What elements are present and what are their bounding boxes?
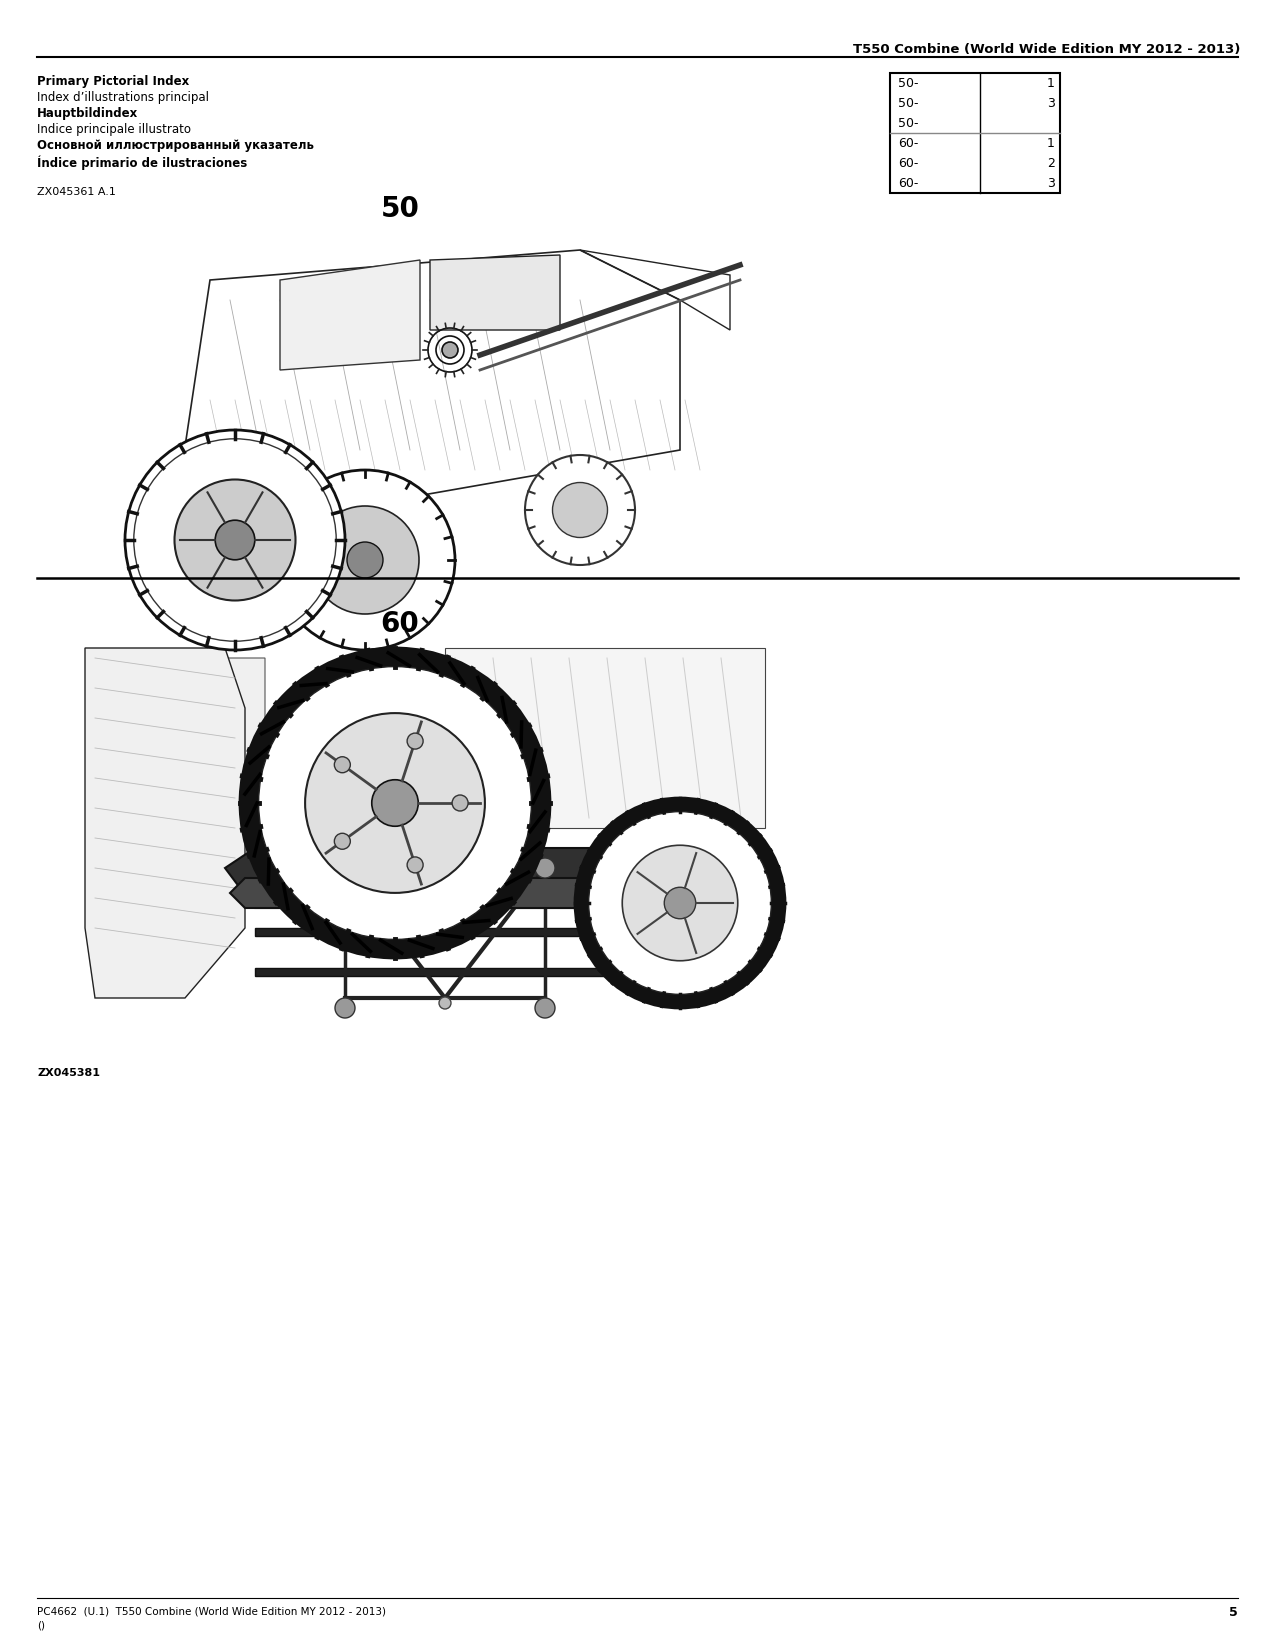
Text: 50-: 50- xyxy=(898,78,918,91)
Text: T550 Combine (World Wide Edition MY 2012 - 2013): T550 Combine (World Wide Edition MY 2012… xyxy=(853,43,1241,56)
Text: Основной иллюстрированный указатель: Основной иллюстрированный указатель xyxy=(37,139,314,152)
Polygon shape xyxy=(230,878,674,908)
Text: 1: 1 xyxy=(1047,78,1054,91)
Text: Hauptbildindex: Hauptbildindex xyxy=(37,107,138,120)
Polygon shape xyxy=(445,648,765,828)
Bar xyxy=(80,200,720,564)
Polygon shape xyxy=(255,969,645,977)
Text: 50: 50 xyxy=(380,195,419,223)
Text: Índice primario de ilustraciones: Índice primario de ilustraciones xyxy=(37,155,247,170)
Circle shape xyxy=(335,998,354,1018)
Circle shape xyxy=(536,858,555,878)
Circle shape xyxy=(125,431,346,650)
Circle shape xyxy=(536,998,555,1018)
Circle shape xyxy=(275,470,455,650)
Text: 50-: 50- xyxy=(898,117,918,130)
Circle shape xyxy=(575,799,785,1008)
Circle shape xyxy=(525,455,635,564)
Text: 60-: 60- xyxy=(898,177,918,190)
Polygon shape xyxy=(224,848,685,908)
Circle shape xyxy=(259,667,532,939)
Polygon shape xyxy=(255,927,645,936)
Text: 60-: 60- xyxy=(898,137,918,150)
Polygon shape xyxy=(115,658,265,848)
Circle shape xyxy=(622,845,738,960)
Circle shape xyxy=(490,883,501,894)
Text: 60-: 60- xyxy=(898,157,918,170)
Circle shape xyxy=(175,480,296,601)
Text: ZX045361 A.1: ZX045361 A.1 xyxy=(37,186,116,196)
Circle shape xyxy=(240,648,550,959)
Bar xyxy=(890,73,1060,193)
Circle shape xyxy=(334,757,351,772)
Text: 60: 60 xyxy=(381,610,419,639)
Circle shape xyxy=(664,888,696,919)
Circle shape xyxy=(389,883,402,894)
Circle shape xyxy=(589,812,771,995)
Text: 5: 5 xyxy=(1229,1605,1238,1619)
Circle shape xyxy=(453,795,468,812)
Text: 3: 3 xyxy=(1047,177,1054,190)
Circle shape xyxy=(407,733,423,749)
Circle shape xyxy=(442,342,458,358)
Circle shape xyxy=(305,713,484,893)
Bar xyxy=(65,629,731,1054)
Circle shape xyxy=(311,507,419,614)
Circle shape xyxy=(552,482,607,538)
Circle shape xyxy=(347,541,382,578)
Text: (): () xyxy=(37,1620,45,1630)
Circle shape xyxy=(335,858,354,878)
Polygon shape xyxy=(430,256,560,330)
Text: Indice principale illustrato: Indice principale illustrato xyxy=(37,124,191,135)
Circle shape xyxy=(407,856,423,873)
Circle shape xyxy=(439,997,451,1010)
Polygon shape xyxy=(85,648,245,998)
Text: Index d’illustrations principal: Index d’illustrations principal xyxy=(37,91,209,104)
Polygon shape xyxy=(280,261,419,370)
Text: 2: 2 xyxy=(1047,157,1054,170)
Circle shape xyxy=(334,833,351,850)
Circle shape xyxy=(372,780,418,827)
Text: 1: 1 xyxy=(1047,137,1054,150)
Text: Primary Pictorial Index: Primary Pictorial Index xyxy=(37,74,189,87)
Text: 3: 3 xyxy=(1047,97,1054,111)
Text: PC4662  (U.1)  T550 Combine (World Wide Edition MY 2012 - 2013): PC4662 (U.1) T550 Combine (World Wide Ed… xyxy=(37,1605,386,1615)
Text: 50-: 50- xyxy=(898,97,918,111)
Circle shape xyxy=(215,520,255,559)
Polygon shape xyxy=(255,888,645,896)
Text: ZX045381: ZX045381 xyxy=(37,1068,99,1077)
